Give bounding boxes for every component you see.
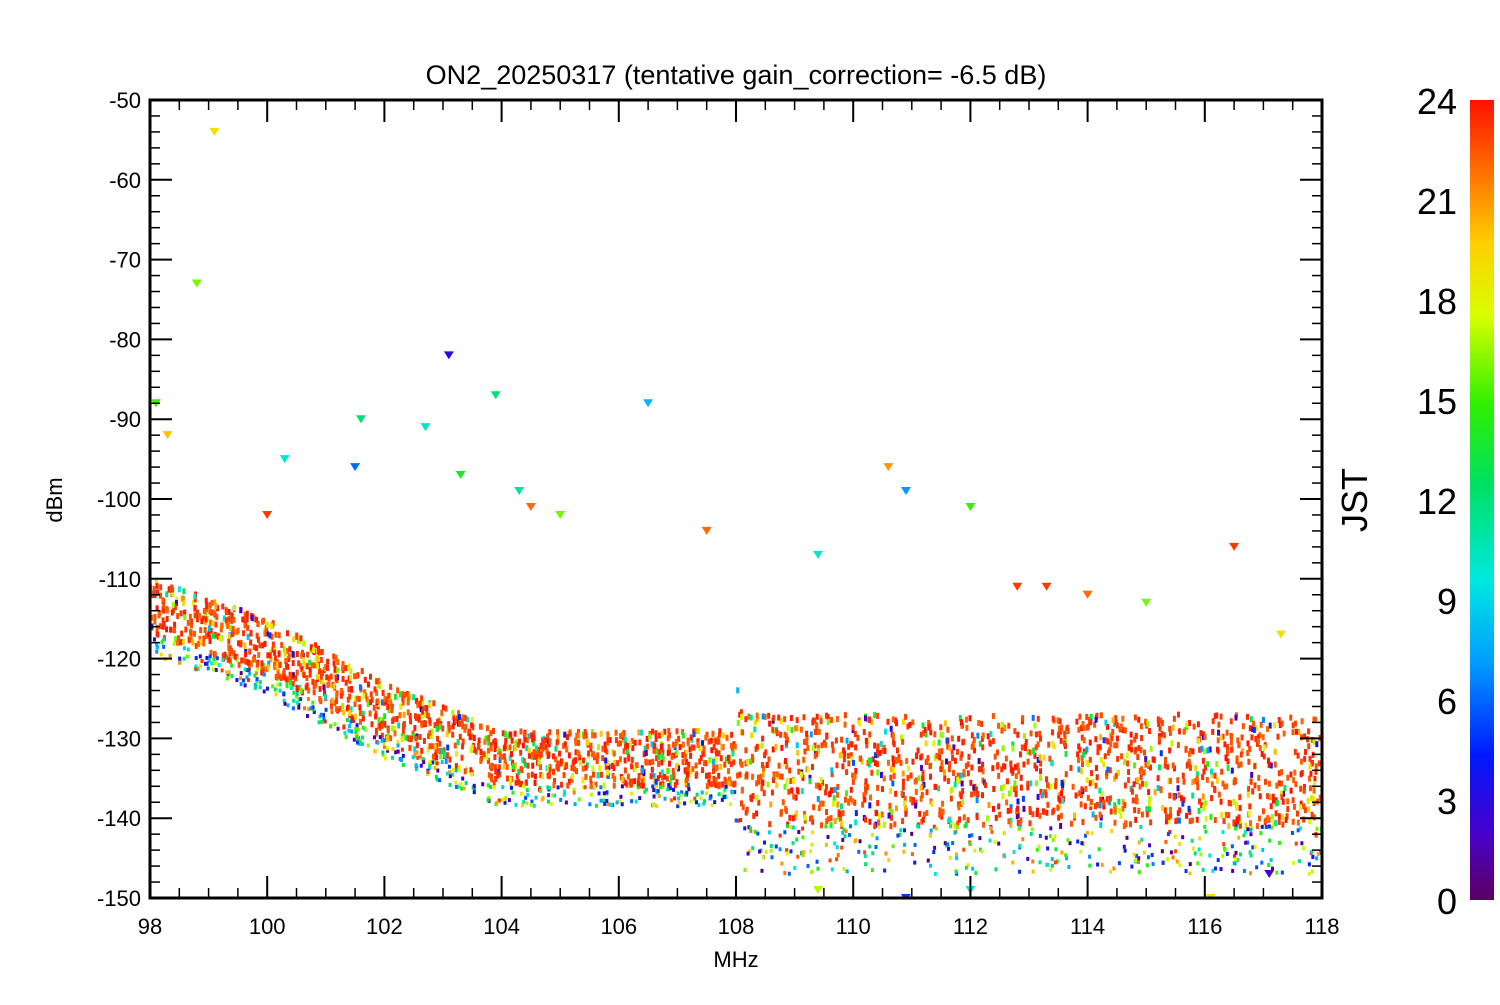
noise-band xyxy=(150,579,1322,876)
peak-column xyxy=(443,351,454,360)
peak-marker xyxy=(1141,598,1152,607)
peak-column xyxy=(350,463,361,472)
peak-marker xyxy=(813,550,824,559)
peak-column xyxy=(209,127,220,136)
y-tick-label: -70 xyxy=(109,248,141,273)
peak-marker xyxy=(525,502,536,511)
x-tick-label: 106 xyxy=(600,914,637,939)
peak-marker xyxy=(883,463,894,472)
x-tick-label: 110 xyxy=(836,914,871,939)
peak-marker xyxy=(555,510,566,519)
peak-column xyxy=(643,399,654,408)
colorbar-tick-label: 18 xyxy=(1417,281,1457,322)
peak-column xyxy=(1229,542,1240,551)
peak-column xyxy=(355,415,366,424)
peak-marker xyxy=(279,455,290,464)
peak-column xyxy=(1082,590,1093,599)
x-tick-label: 104 xyxy=(483,914,520,939)
data-layer xyxy=(150,127,1322,898)
peak-marker xyxy=(350,463,361,472)
peak-marker xyxy=(643,399,654,408)
peak-column xyxy=(1012,582,1023,591)
minimum-marker xyxy=(1264,870,1275,879)
x-tick-label: 114 xyxy=(1070,914,1105,939)
colorbar-ticks: 24 21 18 15 12 9 6 3 0 xyxy=(1417,81,1457,922)
peak-marker xyxy=(262,510,273,519)
peak-marker xyxy=(490,391,501,400)
y-tick-label: -110 xyxy=(99,567,141,592)
peak-column xyxy=(455,471,466,480)
x-axis-label: MHz xyxy=(713,947,758,972)
peak-column xyxy=(965,502,976,511)
peak-marker xyxy=(514,487,525,496)
colorbar-tick-label: 12 xyxy=(1417,481,1457,522)
x-tick-label: 118 xyxy=(1304,914,1339,939)
peak-marker xyxy=(1012,582,1023,591)
peak-marker xyxy=(209,127,220,136)
x-tick-label: 98 xyxy=(138,914,162,939)
peak-marker xyxy=(455,471,466,480)
y-tick-label: -60 xyxy=(109,168,141,193)
x-tick-label: 100 xyxy=(249,914,286,939)
peak-marker xyxy=(443,351,454,360)
peak-marker xyxy=(355,415,366,424)
y-tick-label: -120 xyxy=(97,647,141,672)
peak-marker xyxy=(1229,542,1240,551)
colorbar-tick-label: 24 xyxy=(1417,81,1457,122)
y-tick-label: -50 xyxy=(109,88,141,113)
colorbar-tick-label: 9 xyxy=(1437,581,1457,622)
colorbar-tick-label: 6 xyxy=(1437,681,1457,722)
peak-column xyxy=(525,502,536,511)
x-tick-label: 102 xyxy=(366,914,403,939)
peak-marker xyxy=(965,502,976,511)
x-tick-label: 116 xyxy=(1187,914,1222,939)
chart-title: ON2_20250317 (tentative gain_correction=… xyxy=(426,60,1047,90)
peak-marker xyxy=(162,431,173,440)
peak-column xyxy=(490,391,501,400)
peak-column xyxy=(555,510,566,519)
plot-frame xyxy=(148,98,1324,900)
y-axis-label: dBm xyxy=(42,477,67,522)
peak-column xyxy=(514,487,525,496)
peak-marker xyxy=(701,526,712,535)
colorbar-label: JST xyxy=(1334,468,1375,532)
peak-column xyxy=(883,463,894,472)
x-tick-label: 108 xyxy=(718,914,755,939)
colorbar-tick-label: 15 xyxy=(1417,381,1457,422)
peak-column xyxy=(191,279,202,288)
peak-column xyxy=(1275,630,1286,639)
x-tick-label: 112 xyxy=(953,914,988,939)
y-tick-label: -140 xyxy=(97,806,141,831)
y-tick-label: -150 xyxy=(97,886,141,911)
peak-marker xyxy=(1275,630,1286,639)
y-tick-label: -100 xyxy=(97,487,141,512)
peak-marker xyxy=(420,423,431,432)
peak-column xyxy=(1041,582,1052,591)
peak-marker xyxy=(1082,590,1093,599)
peak-column xyxy=(813,550,824,559)
peak-column xyxy=(701,526,712,535)
peak-column xyxy=(279,455,290,464)
y-tick-label: -130 xyxy=(97,726,141,751)
colorbar-tick-label: 3 xyxy=(1437,781,1457,822)
peak-column xyxy=(162,431,173,440)
minimum-marker xyxy=(813,886,824,895)
peak-marker xyxy=(191,279,202,288)
colorbar-tick-label: 0 xyxy=(1437,881,1457,922)
peak-column xyxy=(262,510,273,519)
peak-column xyxy=(1141,598,1152,607)
peak-column xyxy=(420,423,431,432)
y-tick-label: -90 xyxy=(109,407,141,432)
y-tick-label: -80 xyxy=(109,327,141,352)
peak-column xyxy=(900,487,911,496)
peak-marker xyxy=(900,487,911,496)
colorbar-tick-label: 21 xyxy=(1417,181,1457,222)
colorbar xyxy=(1470,100,1494,900)
peak-marker xyxy=(1041,582,1052,591)
axis-layer: 98 100 102 104 106 108 110 112 114 116 118 -50 -60 -7… xyxy=(97,88,1340,939)
